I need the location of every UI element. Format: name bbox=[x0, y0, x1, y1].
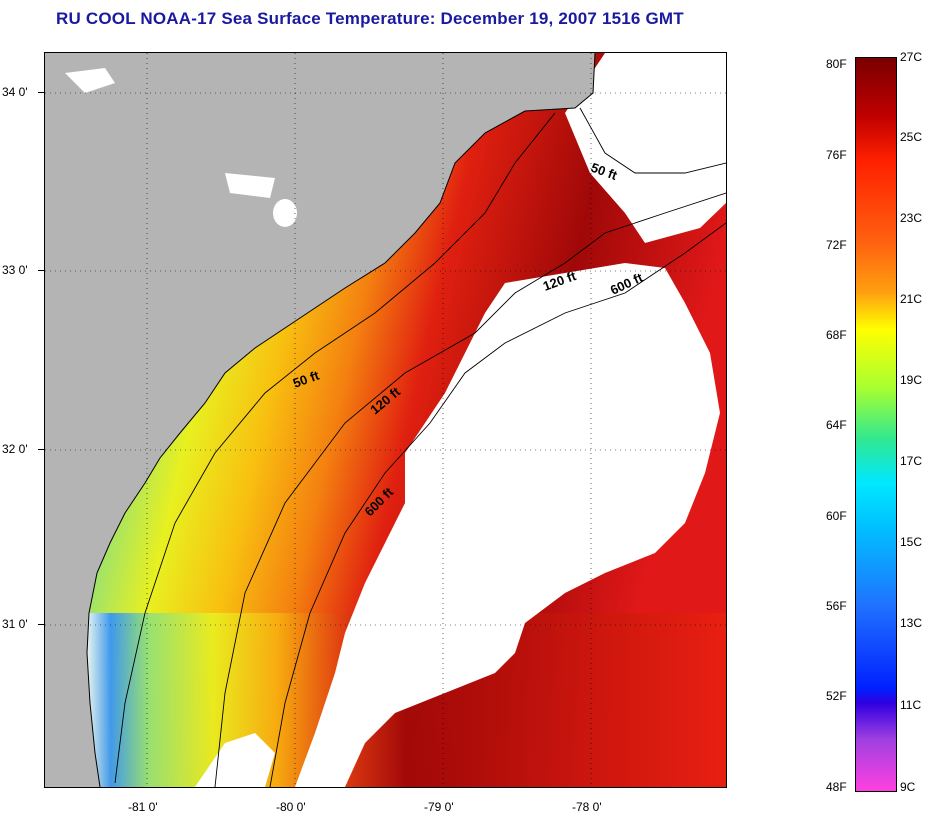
colorbar-c-label: 21C bbox=[900, 292, 923, 306]
colorbar-c-label: 13C bbox=[900, 616, 923, 630]
colorbar-f-label: 76F bbox=[826, 148, 847, 162]
colorbar-c-label: 11C bbox=[900, 698, 922, 712]
colorbar-c-label: 9C bbox=[900, 780, 916, 794]
lat-tick bbox=[38, 624, 44, 625]
colorbar-c-label: 27C bbox=[900, 50, 923, 64]
isobath-120ft bbox=[214, 192, 726, 787]
lat-tick bbox=[38, 92, 44, 93]
colorbar-c-label: 25C bbox=[900, 130, 923, 144]
lat-tick bbox=[38, 270, 44, 271]
lat-label: 32 0' bbox=[2, 442, 28, 456]
colorbar-c-label: 19C bbox=[900, 373, 923, 387]
cloud-patch bbox=[225, 173, 275, 198]
lon-label: -79 0' bbox=[424, 800, 454, 814]
colorbar-c-label: 17C bbox=[900, 454, 923, 468]
isobath-600ft bbox=[269, 222, 726, 787]
cloud-patch bbox=[65, 68, 115, 93]
colorbar-f-label: 72F bbox=[826, 238, 847, 252]
colorbar-f-label: 64F bbox=[826, 418, 847, 432]
lon-label: -78 0' bbox=[572, 800, 602, 814]
colorbar-f-label: 52F bbox=[826, 689, 847, 703]
colorbar-c-label: 15C bbox=[900, 535, 923, 549]
colorbar-f-label: 60F bbox=[826, 509, 847, 523]
lon-label: -81 0' bbox=[128, 800, 158, 814]
colorbar-c-label: 23C bbox=[900, 211, 923, 225]
land-mass bbox=[45, 53, 595, 787]
cloud-mask-south bbox=[195, 733, 275, 787]
isobath-50ft bbox=[114, 112, 556, 784]
graticule bbox=[45, 53, 726, 787]
cloud-mask-offshore bbox=[295, 263, 720, 787]
sst-map-canvas: 50 ft 50 ft 120 ft 120 ft 600 ft 600 ft bbox=[45, 53, 726, 787]
lon-label: -80 0' bbox=[276, 800, 306, 814]
coastline bbox=[86, 53, 596, 787]
colorbar-f-label: 56F bbox=[826, 599, 847, 613]
lat-tick bbox=[38, 449, 44, 450]
colorbar-f-label: 80F bbox=[826, 57, 847, 71]
lat-label: 31 0' bbox=[2, 617, 28, 631]
lat-label: 34 0' bbox=[2, 85, 28, 99]
land-northeast bbox=[595, 53, 645, 123]
colorbar-f-label: 68F bbox=[826, 328, 847, 342]
lat-label: 33 0' bbox=[2, 263, 28, 277]
colorbar-f-label: 48F bbox=[826, 780, 847, 794]
isobath-50ft-north bbox=[579, 107, 726, 174]
map-title: RU COOL NOAA-17 Sea Surface Temperature:… bbox=[56, 9, 684, 28]
temperature-colorbar bbox=[855, 57, 897, 792]
sst-map: 50 ft 50 ft 120 ft 120 ft 600 ft 600 ft bbox=[44, 52, 727, 788]
cloud-patch bbox=[273, 199, 297, 227]
